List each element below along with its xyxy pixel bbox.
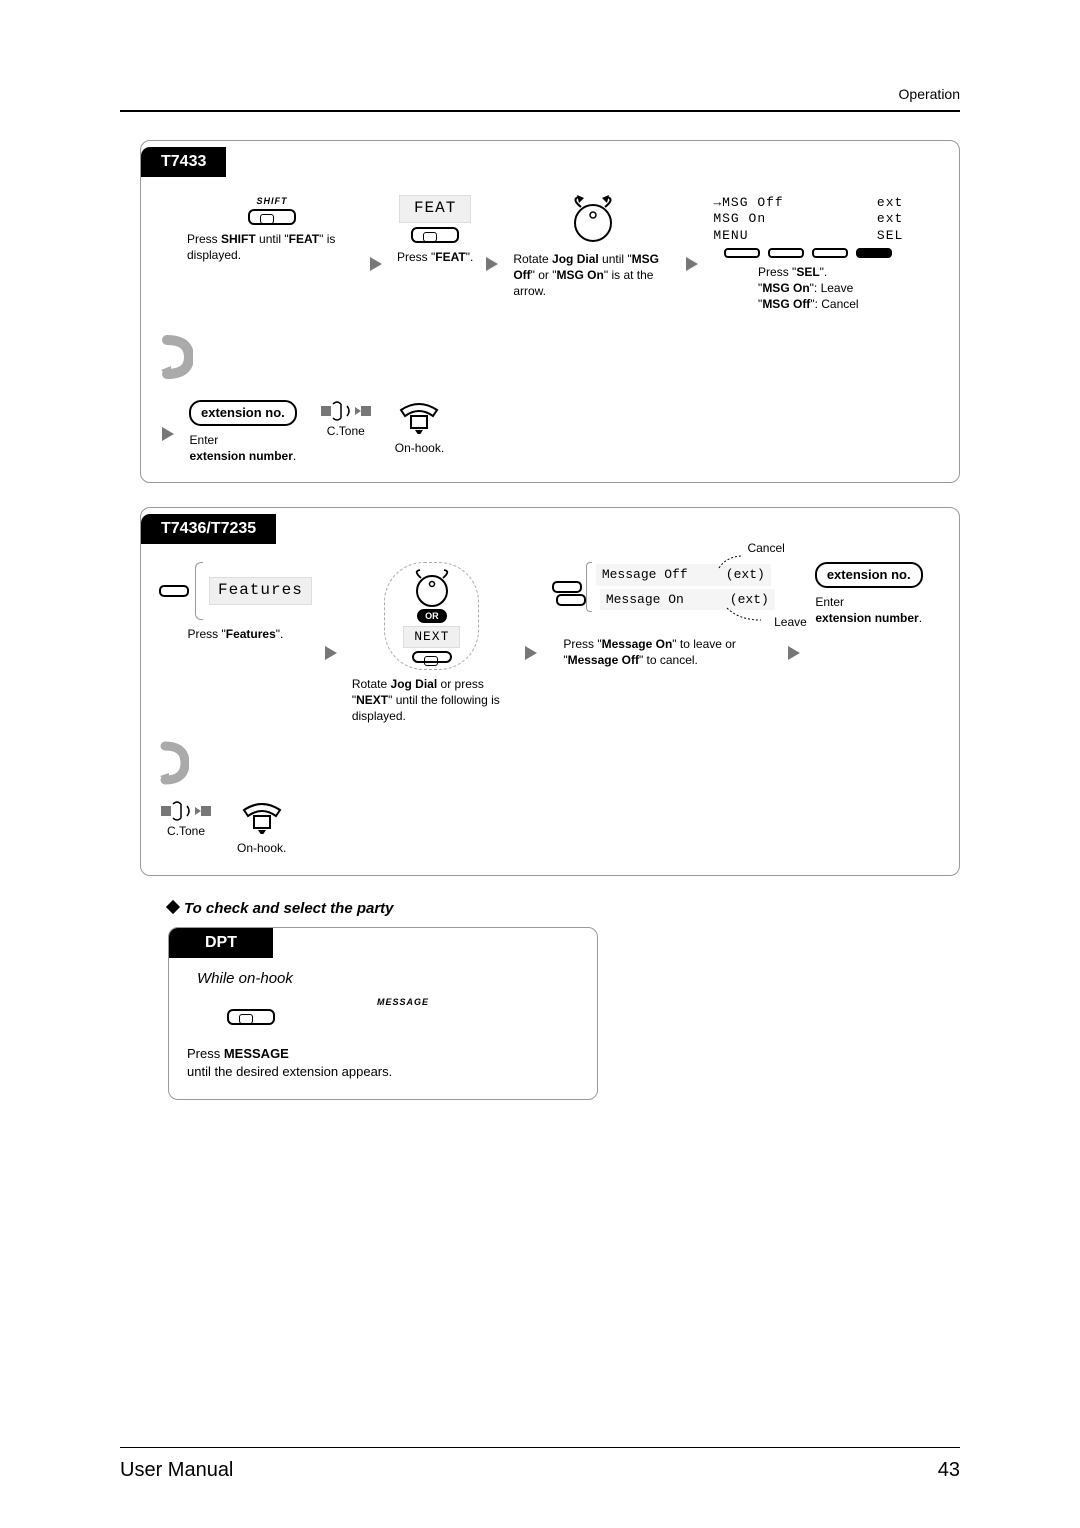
dotted-line-icon [717, 554, 747, 572]
step-jogdial: Rotate Jog Dial until "MSG Off" or "MSG … [513, 195, 673, 300]
ext-no-pill: extension no. [815, 562, 923, 588]
bracket-icon [195, 562, 203, 620]
loop-arrow-icon [159, 332, 193, 382]
loop-arrow-icon [159, 740, 189, 786]
enter-ext-text: Enterextension number. [190, 432, 297, 464]
msg-select-text: Press "Message On" to leave or "Message … [563, 636, 763, 668]
features-lcd: Features [209, 577, 312, 605]
step-shift: SHIFT Press SHIFT until "FEAT" is displa… [187, 195, 357, 264]
jog-next-text: Rotate Jog Dial or press "NEXT" until th… [352, 676, 512, 725]
page-number: 43 [938, 1459, 960, 1482]
soft-button-icon [552, 581, 582, 593]
arrow-icon [322, 643, 342, 663]
step3-text: Rotate Jog Dial until "MSG Off" or "MSG … [513, 251, 673, 300]
shift-key-label: SHIFT [257, 195, 288, 207]
step-ext-no-2: extension no. Enterextension number. [815, 562, 923, 626]
t7433-box: T7433 SHIFT Press SHIFT until "FEAT" is … [140, 140, 960, 483]
ext-no-pill: extension no. [189, 400, 297, 426]
step2-text: Press "FEAT". [397, 249, 473, 265]
step-feat: FEAT Press "FEAT". [397, 195, 473, 265]
or-badge: OR [417, 609, 447, 623]
feat-key-icon [411, 227, 459, 243]
step-onhook: On-hook. [395, 400, 444, 456]
onhook-icon [395, 400, 443, 434]
bottom-rule [120, 1447, 960, 1448]
model-badge-t7433: T7433 [141, 147, 226, 177]
step-ext-no: extension no. Enterextension number. [189, 400, 297, 464]
arrow-icon [159, 424, 179, 444]
soft-button-icon [159, 585, 189, 597]
while-onhook-text: While on-hook [197, 970, 579, 987]
message-key-label: MESSAGE [227, 997, 579, 1007]
ctone-icon: C.Tone [319, 400, 373, 438]
dpt-badge: DPT [169, 928, 273, 958]
arrow-icon [367, 254, 387, 274]
diamond-icon [166, 900, 180, 914]
arrow-icon [683, 254, 703, 274]
model-badge-t7436: T7436/T7235 [141, 514, 276, 544]
message-key-icon [227, 1009, 275, 1025]
leave-label: Leave [774, 614, 807, 630]
sel-lcd: →MSG Offext MSG Onext MENUSEL [713, 195, 903, 244]
ctone-icon: C.Tone [159, 800, 213, 838]
jog-dial-icon [407, 569, 457, 609]
step-features: Features Press "Features". [159, 562, 312, 642]
footer-title: User Manual [120, 1459, 233, 1482]
dpt-instruction: Press MESSAGEuntil the desired extension… [187, 1045, 579, 1081]
step-msg-select: Cancel Message Off(ext) Message On(e [552, 562, 775, 668]
subheading: To check and select the party [168, 900, 960, 917]
top-rule [120, 110, 960, 112]
cancel-label: Cancel [747, 540, 784, 556]
onhook-icon [238, 800, 286, 834]
step-onhook-2: On-hook. [237, 800, 286, 856]
sel-buttons-icon [724, 248, 892, 258]
next-lcd: NEXT [403, 626, 460, 648]
arrow-icon [785, 643, 805, 663]
t7436-box: T7436/T7235 Features Press "Features". [140, 507, 960, 875]
soft-button-icon [556, 594, 586, 606]
step1-text: Press SHIFT until "FEAT" is displayed. [187, 231, 357, 263]
arrow-icon [522, 643, 542, 663]
arrow-icon [483, 254, 503, 274]
onhook-text-2: On-hook. [237, 840, 286, 856]
jog-dial-icon [563, 195, 623, 245]
next-key-icon [412, 651, 452, 663]
dotted-line-icon [725, 606, 765, 624]
step4-text: Press "SEL". "MSG On": Leave "MSG Off": … [758, 264, 859, 313]
onhook-text: On-hook. [395, 440, 444, 456]
feat-lcd: FEAT [399, 195, 471, 223]
shift-key-icon [248, 209, 296, 225]
enter-ext-text-2: Enterextension number. [815, 594, 922, 626]
features-text: Press "Features". [187, 626, 283, 642]
dpt-box: DPT While on-hook MESSAGE Press MESSAGEu… [168, 927, 598, 1100]
step-jog-next: OR NEXT Rotate Jog Dial or press "NEXT" … [352, 562, 512, 724]
header-section: Operation [899, 86, 960, 102]
step-sel: →MSG Offext MSG Onext MENUSEL Press "SEL… [713, 195, 903, 312]
